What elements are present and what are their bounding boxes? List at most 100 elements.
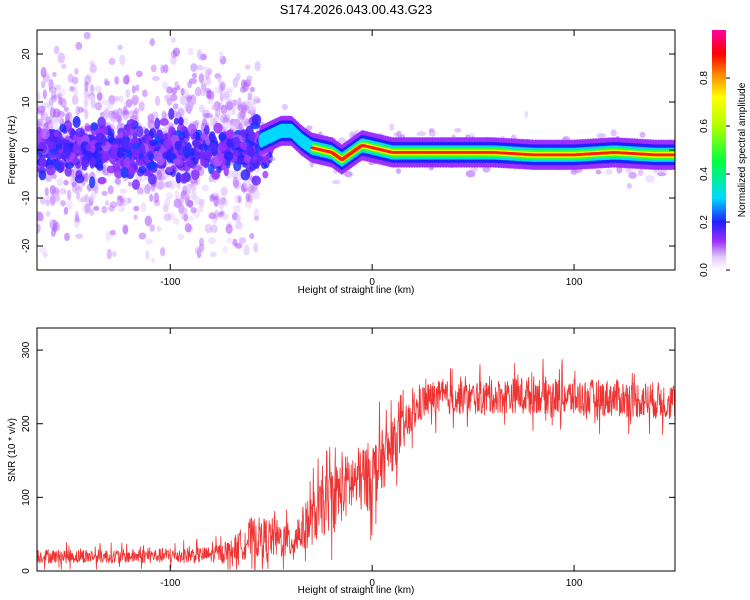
heatmap-cell bbox=[145, 250, 150, 261]
heatmap-cell bbox=[210, 251, 217, 258]
heatmap-cell bbox=[241, 104, 250, 111]
heatmap-cell bbox=[190, 63, 198, 72]
snr-frame bbox=[36, 327, 676, 572]
heatmap-cell bbox=[237, 157, 244, 164]
snr-series-line bbox=[37, 358, 675, 570]
heatmap-cell bbox=[208, 163, 215, 175]
heatmap-cell bbox=[83, 88, 89, 99]
colorbar-tick-label: 0.4 bbox=[699, 167, 710, 181]
colorbar-tick-label: 0.2 bbox=[699, 215, 710, 229]
heatmap-cell bbox=[194, 151, 202, 160]
heatmap-cell bbox=[249, 86, 255, 93]
heatmap-cell bbox=[104, 200, 110, 206]
heatmap-cell bbox=[101, 99, 110, 106]
heatmap-cell bbox=[198, 237, 205, 247]
heatmap-cell bbox=[84, 81, 89, 92]
heatmap-cell bbox=[52, 108, 61, 118]
heatmap-cell bbox=[149, 38, 155, 47]
heatmap-cell bbox=[198, 143, 208, 151]
heatmap-cell bbox=[625, 167, 632, 173]
heatmap-cell bbox=[332, 179, 341, 185]
heatmap-cell bbox=[174, 140, 181, 151]
heatmap-cell bbox=[153, 192, 160, 204]
y-tick-label: 20 bbox=[21, 48, 32, 60]
heatmap-cell bbox=[249, 232, 255, 240]
heatmap-cell bbox=[104, 80, 111, 87]
heatmap-cell bbox=[163, 213, 172, 222]
heatmap-cell bbox=[221, 213, 229, 220]
heatmap-cell bbox=[140, 202, 147, 212]
heatmap-cell bbox=[90, 122, 99, 131]
heatmap-cell bbox=[416, 131, 427, 137]
heatmap-cell bbox=[226, 237, 235, 244]
heatmap-cell bbox=[198, 202, 204, 213]
heatmap-cell bbox=[208, 131, 216, 143]
heatmap-cell bbox=[60, 63, 67, 70]
heatmap-cell bbox=[111, 109, 120, 120]
heatmap-cell bbox=[187, 123, 197, 135]
heatmap-cell bbox=[44, 187, 49, 196]
heatmap-cell bbox=[248, 130, 256, 142]
heatmap-cell bbox=[237, 195, 242, 204]
snr-x-ticks: -100 0 100 bbox=[160, 328, 583, 589]
heatmap-cell bbox=[217, 75, 222, 85]
x-tick-label: 0 bbox=[369, 277, 375, 288]
heatmap-cell bbox=[344, 171, 353, 178]
heatmap-cell bbox=[209, 194, 215, 202]
heatmap-cell bbox=[138, 166, 147, 174]
heatmap-cell bbox=[232, 120, 237, 130]
heatmap-cell bbox=[166, 86, 173, 94]
heatmap-cell bbox=[90, 144, 96, 153]
heatmap-cell bbox=[252, 189, 261, 200]
heatmap-cell bbox=[226, 101, 234, 111]
heatmap-cell bbox=[50, 194, 56, 204]
heatmap-cell bbox=[101, 134, 107, 146]
heatmap-cell bbox=[109, 201, 118, 209]
heatmap-cell bbox=[628, 171, 637, 179]
heatmap-cell bbox=[43, 110, 48, 121]
heatmap-cell bbox=[191, 168, 200, 180]
heatmap-cell bbox=[186, 184, 192, 193]
heatmap-cell bbox=[240, 169, 251, 181]
heatmap-cell bbox=[218, 133, 227, 141]
y-tick-label: 100 bbox=[21, 489, 32, 506]
heatmap-cell bbox=[119, 54, 126, 66]
heatmap-cell bbox=[168, 126, 175, 136]
heatmap-cell bbox=[45, 210, 51, 217]
heatmap-cell bbox=[57, 87, 66, 97]
heatmap-cell bbox=[244, 199, 252, 209]
spectral-amplitude-heatmap bbox=[37, 15, 675, 298]
heatmap-cell bbox=[252, 98, 258, 105]
y-tick-label: 200 bbox=[21, 415, 32, 432]
heatmap-cell bbox=[144, 215, 152, 227]
heatmap-cell bbox=[262, 170, 269, 179]
heatmap-cell bbox=[235, 72, 241, 81]
heatmap-cell bbox=[60, 151, 69, 160]
heatmap-cell bbox=[251, 175, 262, 186]
heatmap-cell bbox=[248, 145, 254, 158]
heatmap-cell bbox=[89, 208, 94, 216]
heatmap-cell bbox=[42, 288, 47, 298]
heatmap-cell bbox=[156, 180, 165, 190]
heatmap-cell bbox=[220, 186, 228, 197]
heatmap-cell bbox=[182, 185, 188, 196]
heatmap-cell bbox=[250, 122, 261, 130]
heatmap-cell bbox=[131, 142, 140, 150]
heatmap-cell bbox=[39, 196, 46, 205]
heatmap-cell bbox=[54, 196, 61, 203]
colorbar: 0.0 0.2 0.4 0.6 0.8 Normalized spectral ampl… bbox=[699, 30, 748, 277]
heatmap-cell bbox=[114, 177, 122, 185]
chart-title: S174.2026.043.00.43.G23 bbox=[280, 2, 433, 17]
y-tick-label: 300 bbox=[21, 341, 32, 358]
heatmap-cell bbox=[52, 131, 60, 138]
heatmap-cell bbox=[282, 103, 288, 111]
heatmap-cell bbox=[39, 156, 47, 168]
heatmap-cell bbox=[234, 221, 243, 230]
heatmap-cell bbox=[218, 141, 228, 152]
heatmap-cell bbox=[58, 15, 64, 20]
heatmap-cell bbox=[165, 192, 174, 200]
heatmap-cell bbox=[213, 196, 219, 208]
heatmap-cell bbox=[89, 193, 96, 202]
heatmap-cell bbox=[204, 223, 213, 234]
heatmap-cell bbox=[136, 187, 144, 195]
